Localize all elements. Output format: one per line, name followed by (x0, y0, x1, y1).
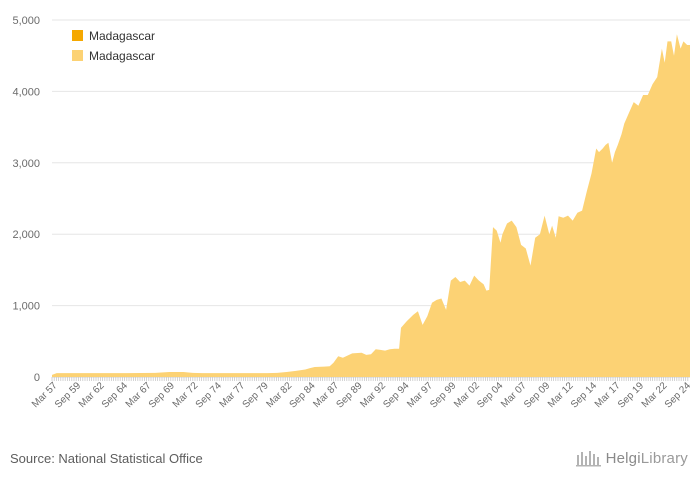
y-tick-label-5: 5,000 (12, 15, 40, 27)
x-tick-label-23: Sep 14 (569, 380, 599, 410)
y-tick-label-4: 4,000 (12, 86, 40, 98)
brand-suffix: Library (640, 449, 688, 467)
x-tick-label-19: Sep 04 (475, 380, 505, 410)
x-tick-label-11: Sep 84 (288, 380, 318, 410)
y-tick-label-1: 1,000 (12, 301, 40, 313)
x-tick-label-27: Sep 24 (663, 380, 693, 410)
brand-logo: HelgiLibrary (575, 449, 688, 467)
series-area-layer (52, 34, 690, 378)
x-tick-label-17: Sep 99 (428, 380, 458, 410)
x-axis-minor-ticks (51, 377, 689, 381)
y-tick-label-2: 2,000 (12, 229, 40, 241)
x-tick-label-7: Sep 74 (194, 380, 224, 410)
x-tick-label-1: Sep 59 (53, 380, 83, 410)
brand-main: Helgi (605, 449, 641, 467)
footer: Source: National Statistical Office Helg… (0, 443, 700, 483)
y-tick-label-0: 0 (34, 372, 40, 384)
brand-name: HelgiLibrary (606, 450, 688, 467)
legend-swatch-1 (72, 30, 83, 41)
x-tick-label-13: Sep 89 (334, 380, 364, 410)
legend-swatch-2 (72, 50, 83, 61)
source-note: Source: National Statistical Office (10, 451, 203, 466)
x-tick-label-5: Sep 69 (147, 380, 177, 410)
legend: Madagascar Madagascar (72, 29, 155, 63)
x-tick-label-9: Sep 79 (241, 380, 271, 410)
x-tick-label-21: Sep 09 (522, 380, 552, 410)
y-axis-ticks: 0 1,000 2,000 3,000 4,000 5,000 (12, 15, 40, 384)
x-tick-label-3: Sep 64 (100, 380, 130, 410)
series-area-madagascar (52, 34, 690, 378)
x-axis-baseline (51, 377, 689, 381)
legend-label-2: Madagascar (89, 49, 155, 63)
library-icon (575, 451, 601, 467)
x-tick-label-15: Sep 94 (381, 380, 411, 410)
legend-label-1: Madagascar (89, 29, 155, 43)
y-tick-label-3: 3,000 (12, 158, 40, 170)
x-tick-label-25: Sep 19 (616, 380, 646, 410)
